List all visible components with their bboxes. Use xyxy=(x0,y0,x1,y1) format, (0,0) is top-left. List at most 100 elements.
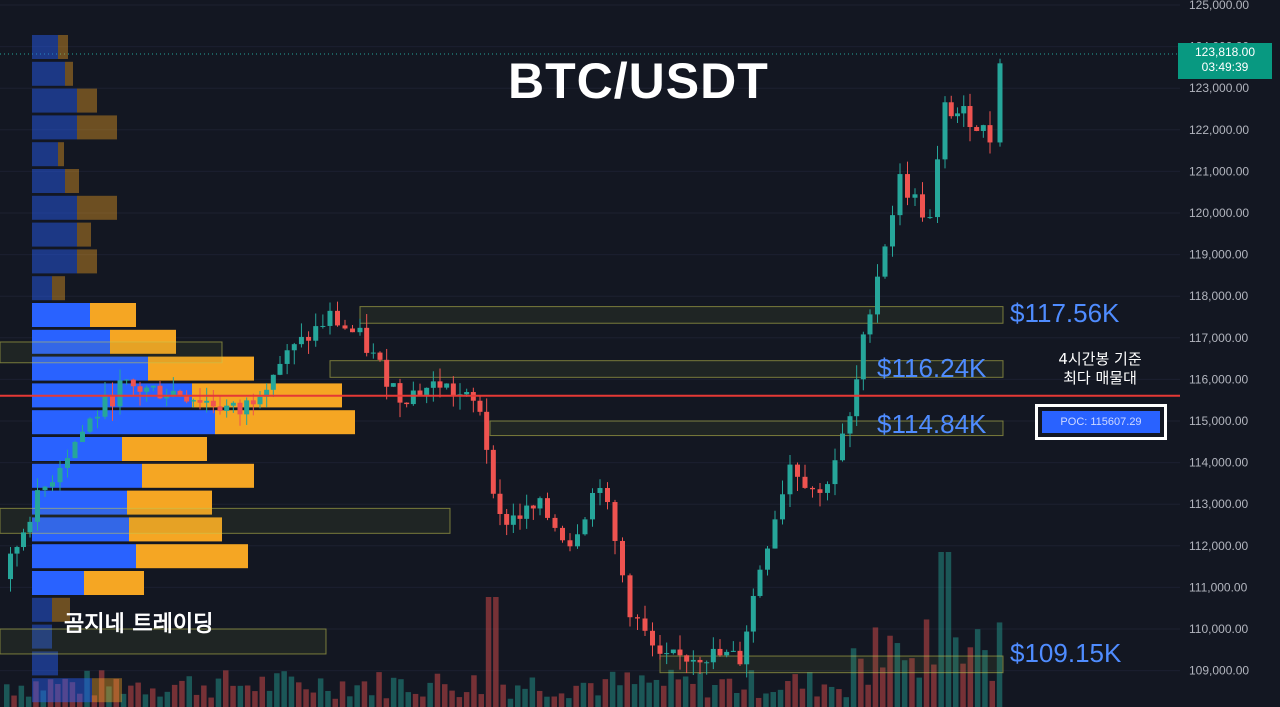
volume-bar xyxy=(281,671,287,707)
candle-body xyxy=(21,532,26,548)
candle-body xyxy=(817,489,823,493)
volume-bar xyxy=(77,693,83,707)
candle-body xyxy=(397,383,403,403)
volume-bar xyxy=(850,648,857,707)
volume-bar xyxy=(179,680,185,707)
volume-bar xyxy=(252,691,258,707)
volume-bar xyxy=(18,685,25,707)
candle-body xyxy=(605,488,610,503)
candle-body xyxy=(697,659,703,663)
candle-body xyxy=(157,385,163,399)
volume-bar xyxy=(529,677,536,707)
candle-body xyxy=(257,396,263,405)
profile-buy-bar xyxy=(32,517,129,542)
volume-bar xyxy=(661,685,667,707)
volume-bar xyxy=(150,688,156,707)
volume-bar xyxy=(383,698,390,707)
candle-body xyxy=(802,476,808,488)
profile-sell-bar xyxy=(52,276,65,301)
volume-bar xyxy=(164,691,171,707)
profile-sell-bar xyxy=(77,88,97,113)
last-price-tag[interactable]: 123,818.00 03:49:39 xyxy=(1178,43,1272,79)
candle-body xyxy=(664,653,670,655)
candle-body xyxy=(95,416,100,419)
volume-bar xyxy=(113,678,119,707)
candle-body xyxy=(484,411,490,450)
candle-body xyxy=(57,467,63,483)
candle-body xyxy=(342,325,348,329)
candle-body xyxy=(627,575,633,618)
volume-bar xyxy=(507,698,514,707)
volume-bar xyxy=(171,684,178,707)
candle-body xyxy=(244,400,250,415)
candle-body xyxy=(164,396,170,399)
volume-bar xyxy=(814,696,820,707)
candle-body xyxy=(384,359,390,387)
volume-bar xyxy=(588,683,594,707)
candle-body xyxy=(867,314,873,335)
candle-body xyxy=(477,400,483,412)
candle-body xyxy=(935,159,940,218)
volume-bar xyxy=(872,627,879,707)
candle-body xyxy=(567,540,573,547)
candle-body xyxy=(210,400,216,407)
volume-bar xyxy=(456,697,463,707)
candle-body xyxy=(575,534,580,547)
price-axis-label: 116,000.00 xyxy=(1189,372,1248,386)
volume-bar xyxy=(887,635,893,707)
candle-body xyxy=(650,630,655,646)
profile-buy-bar xyxy=(32,678,92,703)
candle-body xyxy=(810,487,815,490)
volume-bar xyxy=(40,690,46,707)
candle-body xyxy=(920,194,925,218)
profile-buy-bar xyxy=(32,35,58,59)
price-axis-label: 117,000.00 xyxy=(1189,331,1248,345)
price-axis[interactable]: 125,000.00124,000.00123,000.00122,000.00… xyxy=(1189,0,1249,707)
volume-bar xyxy=(442,684,448,707)
volume-bar xyxy=(617,685,623,707)
volume-bar xyxy=(493,597,499,707)
candle-body xyxy=(490,449,496,494)
candle-body xyxy=(313,326,319,341)
volume-bar xyxy=(223,670,229,707)
volume-bar xyxy=(609,671,616,707)
volume-bar xyxy=(11,695,17,707)
candle-body xyxy=(750,595,756,632)
price-zone xyxy=(0,628,327,655)
volume-bar xyxy=(186,676,192,707)
volume-bar xyxy=(974,629,981,707)
candle-body xyxy=(335,310,340,326)
candle-body xyxy=(597,488,603,493)
candle-body xyxy=(270,374,276,390)
profile-sell-bar xyxy=(65,169,79,193)
volume-bar xyxy=(339,681,346,707)
profile-buy-bar xyxy=(32,463,142,488)
volume-bar xyxy=(865,684,871,707)
candle-body xyxy=(320,325,326,327)
candle-body xyxy=(27,521,33,533)
volume-bar xyxy=(390,677,397,707)
candle-body xyxy=(787,464,793,495)
volume-bar xyxy=(967,647,974,707)
volume-bar xyxy=(69,682,76,707)
volume-bar xyxy=(515,685,521,707)
level-label-109k: $109.15K xyxy=(1010,638,1122,668)
candle-body xyxy=(642,618,648,631)
profile-sell-bar xyxy=(65,61,73,86)
candle-body xyxy=(757,569,763,596)
candle-body xyxy=(927,217,933,219)
profile-sell-bar xyxy=(77,115,117,140)
candle-body xyxy=(327,310,333,326)
candle-body xyxy=(117,380,123,407)
candle-body xyxy=(264,389,270,397)
candle-body xyxy=(197,400,203,403)
candle-body xyxy=(450,383,456,396)
poc-label: POC: 115607.29 xyxy=(1042,411,1160,433)
volume-bar xyxy=(157,696,163,707)
candle-body xyxy=(14,547,20,554)
candle-body xyxy=(150,385,156,388)
volume-bar xyxy=(668,669,674,707)
candle-body xyxy=(517,515,523,519)
